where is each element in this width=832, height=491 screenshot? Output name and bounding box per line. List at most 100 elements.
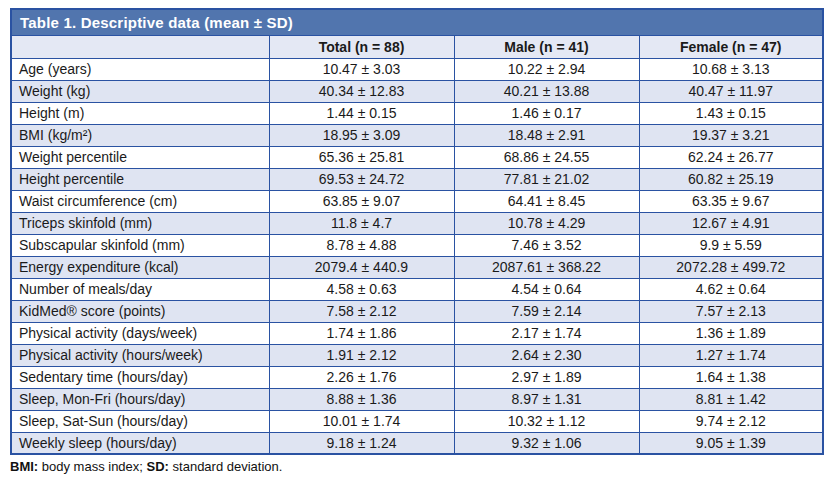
column-header-row: Total (n = 88) Male (n = 41) Female (n =…: [11, 35, 823, 58]
table-row: Triceps skinfold (mm)11.8 ± 4.710.78 ± 4…: [11, 212, 823, 234]
row-label: Weekly sleep (hours/day): [11, 432, 269, 454]
value-cell: 10.01 ± 1.74: [269, 410, 454, 432]
table-row: Age (years)10.47 ± 3.0310.22 ± 2.9410.68…: [11, 58, 823, 80]
column-header-female: Female (n = 47): [639, 35, 823, 58]
table-body: Age (years)10.47 ± 3.0310.22 ± 2.9410.68…: [11, 58, 823, 454]
table-row: Height percentile69.53 ± 24.7277.81 ± 21…: [11, 168, 823, 190]
value-cell: 63.35 ± 9.67: [639, 190, 823, 212]
footnote-sd-text: standard deviation.: [169, 459, 282, 474]
row-label: Sleep, Sat-Sun (hours/day): [11, 410, 269, 432]
table-row: Weight (kg)40.34 ± 12.8340.21 ± 13.8840.…: [11, 80, 823, 102]
column-header-blank: [11, 35, 269, 58]
row-label: Sleep, Mon-Fri (hours/day): [11, 388, 269, 410]
table-row: KidMed® score (points)7.58 ± 2.127.59 ± …: [11, 300, 823, 322]
row-label: Waist circumference (cm): [11, 190, 269, 212]
footnote-bmi-text: body mass index;: [38, 459, 146, 474]
table-row: Weight percentile65.36 ± 25.8168.86 ± 24…: [11, 146, 823, 168]
table-row: Physical activity (days/week)1.74 ± 1.86…: [11, 322, 823, 344]
value-cell: 7.57 ± 2.13: [639, 300, 823, 322]
value-cell: 18.48 ± 2.91: [454, 124, 639, 146]
value-cell: 40.47 ± 11.97: [639, 80, 823, 102]
value-cell: 2.17 ± 1.74: [454, 322, 639, 344]
value-cell: 18.95 ± 3.09: [269, 124, 454, 146]
row-label: Number of meals/day: [11, 278, 269, 300]
value-cell: 1.43 ± 0.15: [639, 102, 823, 124]
value-cell: 1.91 ± 2.12: [269, 344, 454, 366]
row-label: Height (m): [11, 102, 269, 124]
value-cell: 9.74 ± 2.12: [639, 410, 823, 432]
table-row: Physical activity (hours/week)1.91 ± 2.1…: [11, 344, 823, 366]
value-cell: 9.9 ± 5.59: [639, 234, 823, 256]
value-cell: 4.62 ± 0.64: [639, 278, 823, 300]
value-cell: 65.36 ± 25.81: [269, 146, 454, 168]
row-label: Physical activity (days/week): [11, 322, 269, 344]
row-label: Height percentile: [11, 168, 269, 190]
row-label: Physical activity (hours/week): [11, 344, 269, 366]
value-cell: 7.58 ± 2.12: [269, 300, 454, 322]
value-cell: 69.53 ± 24.72: [269, 168, 454, 190]
value-cell: 2.64 ± 2.30: [454, 344, 639, 366]
value-cell: 60.82 ± 25.19: [639, 168, 823, 190]
table-row: BMI (kg/m²)18.95 ± 3.0918.48 ± 2.9119.37…: [11, 124, 823, 146]
value-cell: 63.85 ± 9.07: [269, 190, 454, 212]
value-cell: 11.8 ± 4.7: [269, 212, 454, 234]
value-cell: 68.86 ± 24.55: [454, 146, 639, 168]
table-row: Sleep, Mon-Fri (hours/day)8.88 ± 1.368.9…: [11, 388, 823, 410]
value-cell: 8.81 ± 1.42: [639, 388, 823, 410]
table-row: Energy expenditure (kcal)2079.4 ± 440.92…: [11, 256, 823, 278]
row-label: BMI (kg/m²): [11, 124, 269, 146]
descriptive-data-table: Table 1. Descriptive data (mean ± SD) To…: [10, 8, 824, 455]
value-cell: 77.81 ± 21.02: [454, 168, 639, 190]
value-cell: 2.26 ± 1.76: [269, 366, 454, 388]
table-footnote: BMI: body mass index; SD: standard devia…: [10, 459, 822, 474]
value-cell: 12.67 ± 4.91: [639, 212, 823, 234]
value-cell: 40.34 ± 12.83: [269, 80, 454, 102]
table-row: Sedentary time (hours/day)2.26 ± 1.762.9…: [11, 366, 823, 388]
value-cell: 10.47 ± 3.03: [269, 58, 454, 80]
value-cell: 8.78 ± 4.88: [269, 234, 454, 256]
row-label: Subscapular skinfold (mm): [11, 234, 269, 256]
value-cell: 8.97 ± 1.31: [454, 388, 639, 410]
value-cell: 64.41 ± 8.45: [454, 190, 639, 212]
value-cell: 1.74 ± 1.86: [269, 322, 454, 344]
table-row: Weekly sleep (hours/day)9.18 ± 1.249.32 …: [11, 432, 823, 454]
value-cell: 2.97 ± 1.89: [454, 366, 639, 388]
value-cell: 7.59 ± 2.14: [454, 300, 639, 322]
value-cell: 10.32 ± 1.12: [454, 410, 639, 432]
row-label: Age (years): [11, 58, 269, 80]
value-cell: 2079.4 ± 440.9: [269, 256, 454, 278]
value-cell: 40.21 ± 13.88: [454, 80, 639, 102]
row-label: Triceps skinfold (mm): [11, 212, 269, 234]
column-header-male: Male (n = 41): [454, 35, 639, 58]
row-label: Weight (kg): [11, 80, 269, 102]
row-label: KidMed® score (points): [11, 300, 269, 322]
value-cell: 2087.61 ± 368.22: [454, 256, 639, 278]
row-label: Sedentary time (hours/day): [11, 366, 269, 388]
value-cell: 9.05 ± 1.39: [639, 432, 823, 454]
value-cell: 4.54 ± 0.64: [454, 278, 639, 300]
value-cell: 62.24 ± 26.77: [639, 146, 823, 168]
value-cell: 9.32 ± 1.06: [454, 432, 639, 454]
value-cell: 10.78 ± 4.29: [454, 212, 639, 234]
value-cell: 9.18 ± 1.24: [269, 432, 454, 454]
footnote-bmi-label: BMI:: [10, 459, 38, 474]
value-cell: 1.44 ± 0.15: [269, 102, 454, 124]
table-row: Height (m)1.44 ± 0.151.46 ± 0.171.43 ± 0…: [11, 102, 823, 124]
value-cell: 10.22 ± 2.94: [454, 58, 639, 80]
value-cell: 2072.28 ± 499.72: [639, 256, 823, 278]
row-label: Weight percentile: [11, 146, 269, 168]
table-row: Number of meals/day4.58 ± 0.634.54 ± 0.6…: [11, 278, 823, 300]
table-title: Table 1. Descriptive data (mean ± SD): [11, 9, 823, 35]
value-cell: 1.36 ± 1.89: [639, 322, 823, 344]
value-cell: 4.58 ± 0.63: [269, 278, 454, 300]
column-header-total: Total (n = 88): [269, 35, 454, 58]
value-cell: 19.37 ± 3.21: [639, 124, 823, 146]
table-title-row: Table 1. Descriptive data (mean ± SD): [11, 9, 823, 35]
value-cell: 1.27 ± 1.74: [639, 344, 823, 366]
footnote-sd-label: SD:: [147, 459, 169, 474]
value-cell: 1.64 ± 1.38: [639, 366, 823, 388]
row-label: Energy expenditure (kcal): [11, 256, 269, 278]
value-cell: 1.46 ± 0.17: [454, 102, 639, 124]
table-row: Sleep, Sat-Sun (hours/day)10.01 ± 1.7410…: [11, 410, 823, 432]
table-row: Subscapular skinfold (mm)8.78 ± 4.887.46…: [11, 234, 823, 256]
